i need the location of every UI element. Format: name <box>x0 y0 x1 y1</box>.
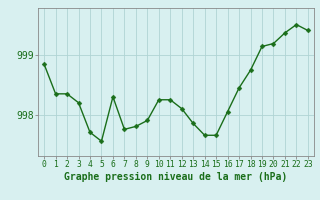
X-axis label: Graphe pression niveau de la mer (hPa): Graphe pression niveau de la mer (hPa) <box>64 172 288 182</box>
